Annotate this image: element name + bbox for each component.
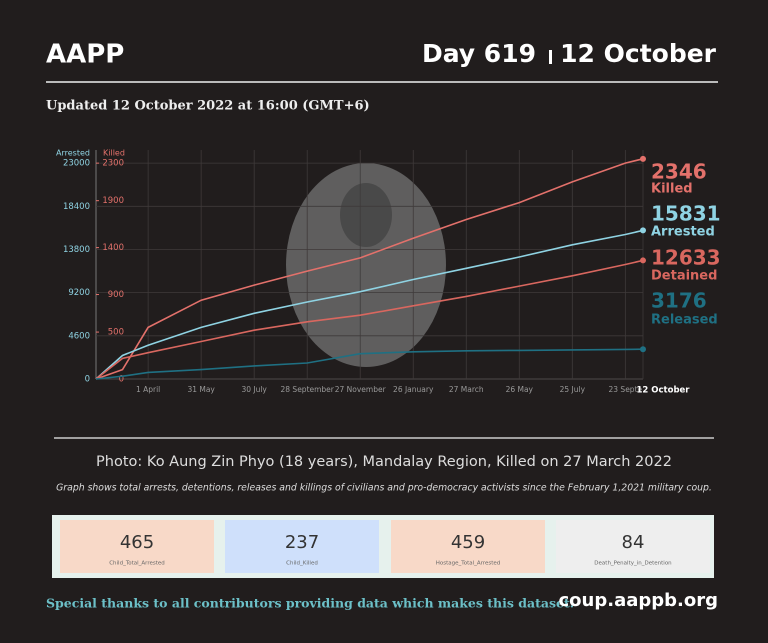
y-tick-label: 0	[85, 375, 90, 385]
stat-card	[556, 520, 710, 573]
stat-card	[60, 520, 214, 573]
y2-tick-label: 2300	[102, 159, 124, 169]
y2-tick-label: 0	[119, 375, 124, 385]
stat-label: Child_Total_Arrested	[109, 561, 165, 567]
x-tick-label: 23 Septe	[609, 385, 643, 394]
stat-value: 459	[451, 532, 485, 553]
y2-axis-title: Killed	[103, 149, 125, 158]
url: coup.aappb.org	[559, 590, 719, 611]
x-tick-label: 1 April	[136, 385, 160, 394]
thanks: Special thanks to all contributors provi…	[46, 596, 574, 611]
y-tick-label: 4600	[68, 331, 90, 341]
legend-label: Released	[651, 313, 718, 328]
series-line	[95, 158, 644, 380]
legend-label: Killed	[651, 182, 693, 197]
x-tick-label: 26 May	[506, 385, 534, 394]
end-point	[640, 346, 646, 353]
title: AAPP	[46, 40, 124, 70]
stat-label: Death_Penalty_in_Detention	[594, 561, 672, 567]
note: Graph shows total arrests, detentions, r…	[56, 483, 712, 494]
end-value: 15831	[651, 202, 721, 226]
x-tick-label: 30 July	[241, 385, 267, 394]
x-tick-label: 25 July	[560, 385, 586, 394]
end-value: 3176	[651, 289, 707, 313]
x-tick-label: 27 November	[335, 385, 387, 394]
y-tick-label: 18400	[63, 202, 90, 212]
x-tick-label: 27 March	[449, 385, 484, 394]
x-tick-label: 12 October	[637, 386, 691, 396]
x-tick-label: 26 January	[393, 385, 434, 394]
y2-tick-label: 1900	[102, 196, 124, 206]
photo	[286, 163, 446, 367]
stat-value: 465	[120, 532, 154, 553]
photo-head	[340, 183, 392, 247]
x-tick-label: 28 September	[281, 385, 335, 394]
legend-label: Arrested	[651, 225, 715, 240]
end-value: 12633	[651, 246, 721, 270]
end-value: 2346	[651, 160, 707, 184]
y2-tick-label: 900	[108, 290, 124, 300]
end-point	[640, 257, 646, 264]
separator	[549, 50, 552, 64]
series-line	[95, 259, 644, 380]
caption: Photo: Ko Aung Zin Phyo (18 years), Mand…	[96, 454, 672, 470]
x-tick-label: 31 May	[187, 385, 215, 394]
date: 12 October	[560, 39, 717, 68]
y-tick-label: 23000	[63, 159, 90, 169]
y2-tick-label: 500	[108, 328, 124, 338]
stat-label: Hostage_Total_Arrested	[436, 561, 500, 567]
updated: Updated 12 October 2022 at 16:00 (GMT+6)	[46, 99, 370, 114]
stat-card	[225, 520, 379, 573]
day: Day 619	[422, 39, 536, 68]
y2-tick-label: 1400	[102, 243, 124, 253]
end-point	[640, 227, 646, 234]
stat-value: 84	[622, 532, 645, 553]
y-tick-label: 13800	[63, 245, 90, 255]
stat-card	[391, 520, 545, 573]
legend-label: Detained	[651, 269, 717, 284]
y-axis-title: Arrested	[56, 149, 90, 158]
series-line	[95, 348, 644, 380]
end-point	[640, 155, 646, 162]
stat-label: Child_Killed	[286, 561, 318, 567]
y-tick-label: 9200	[68, 288, 90, 298]
stat-value: 237	[285, 532, 319, 553]
series-line	[95, 229, 644, 380]
